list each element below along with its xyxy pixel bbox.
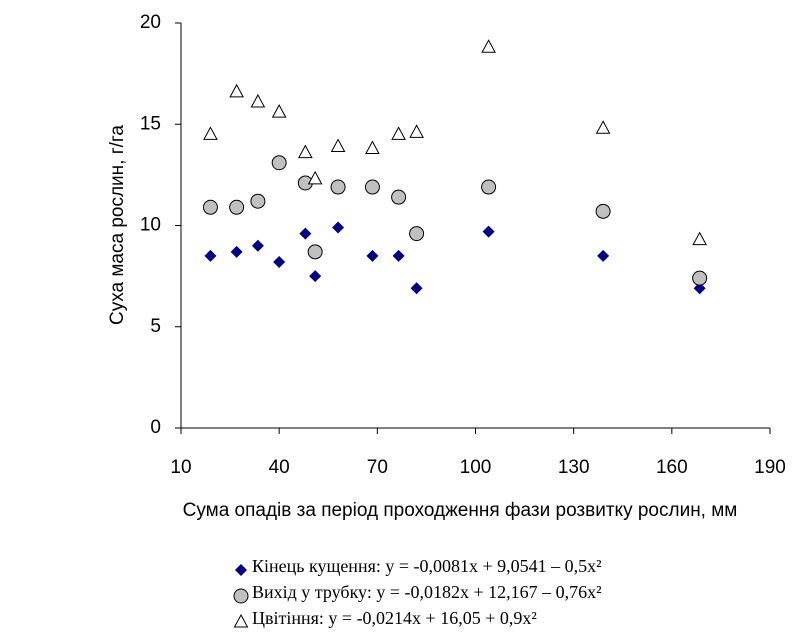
point bbox=[409, 226, 425, 242]
point bbox=[330, 138, 346, 153]
point bbox=[392, 249, 405, 262]
x-tick-label: 190 bbox=[754, 457, 786, 478]
point bbox=[391, 189, 407, 205]
point bbox=[299, 227, 312, 240]
y-tick-label: 10 bbox=[140, 215, 161, 236]
point bbox=[595, 120, 611, 134]
x-tick-label: 70 bbox=[367, 457, 388, 478]
point bbox=[307, 244, 323, 260]
point bbox=[410, 282, 423, 295]
point bbox=[481, 39, 496, 53]
legend-marker bbox=[233, 588, 249, 604]
point bbox=[391, 126, 406, 140]
point bbox=[204, 249, 217, 262]
point bbox=[330, 179, 346, 195]
y-tick-label: 15 bbox=[140, 113, 161, 134]
legend-marker bbox=[233, 613, 249, 628]
legend-label: Вихід у трубку: y = -0,0182x + 12,167 – … bbox=[252, 582, 602, 602]
point bbox=[298, 144, 313, 159]
x-tick-label: 100 bbox=[460, 457, 492, 478]
point bbox=[409, 124, 424, 138]
point bbox=[692, 270, 708, 286]
y-tick-label: 0 bbox=[150, 417, 161, 438]
point bbox=[693, 282, 706, 295]
point bbox=[482, 225, 495, 238]
x-tick-label: 40 bbox=[269, 457, 290, 478]
point bbox=[309, 270, 322, 283]
x-tick-label: 160 bbox=[656, 457, 688, 478]
point bbox=[229, 199, 245, 215]
point bbox=[250, 193, 266, 209]
x-axis-label: Сума опадів за період проходження фази р… bbox=[183, 500, 738, 521]
point bbox=[273, 255, 286, 268]
point bbox=[365, 140, 380, 155]
y-axis-label: Суха маса рослин, г/га bbox=[107, 125, 128, 325]
legend-label: Цвітіння: y = -0,0214x + 16,05 + 0,9x² bbox=[252, 608, 537, 628]
point bbox=[230, 245, 243, 258]
x-tick-label: 10 bbox=[170, 457, 191, 478]
point bbox=[595, 203, 611, 219]
point bbox=[271, 155, 287, 171]
point bbox=[366, 249, 379, 262]
point bbox=[332, 221, 345, 234]
point bbox=[597, 249, 610, 262]
point bbox=[202, 199, 218, 215]
legend-label: Кінець кущення: y = -0,0081x + 9,0541 – … bbox=[252, 556, 602, 576]
y-tick-label: 20 bbox=[140, 12, 161, 33]
point bbox=[481, 179, 497, 195]
point bbox=[203, 126, 218, 140]
y-tick-label: 5 bbox=[150, 316, 161, 337]
point bbox=[229, 83, 244, 98]
point bbox=[307, 170, 323, 185]
legend-marker bbox=[235, 564, 247, 576]
x-tick-label: 130 bbox=[558, 457, 590, 478]
point bbox=[250, 93, 266, 108]
point bbox=[364, 179, 380, 195]
point bbox=[271, 104, 287, 118]
point bbox=[251, 239, 264, 252]
point bbox=[692, 231, 707, 246]
